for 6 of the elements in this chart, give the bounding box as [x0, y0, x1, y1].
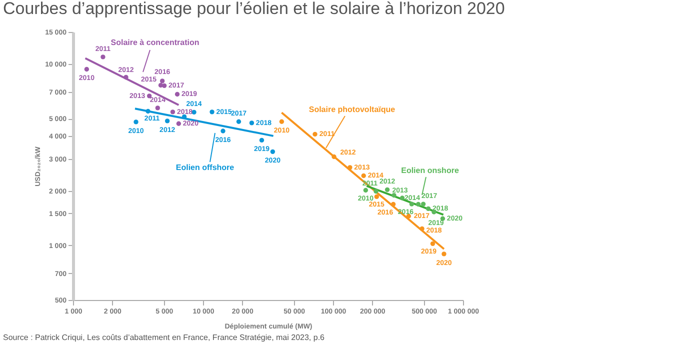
- annotation: Solaire à concentration: [110, 38, 200, 47]
- annotation: Eolien offshore: [176, 163, 235, 172]
- source-note: Source : Patrick Criqui, Les coûts d’abattement en France, France Stratégie, mai 2023, p.6: [3, 333, 326, 342]
- annotation: Eolien onshore: [401, 166, 460, 175]
- annotation: Solaire photovoltaïque: [308, 104, 396, 114]
- chart-title: Courbes d’apprentissage pour l’éolien et le solaire à l’horizon 2020: [3, 0, 505, 18]
